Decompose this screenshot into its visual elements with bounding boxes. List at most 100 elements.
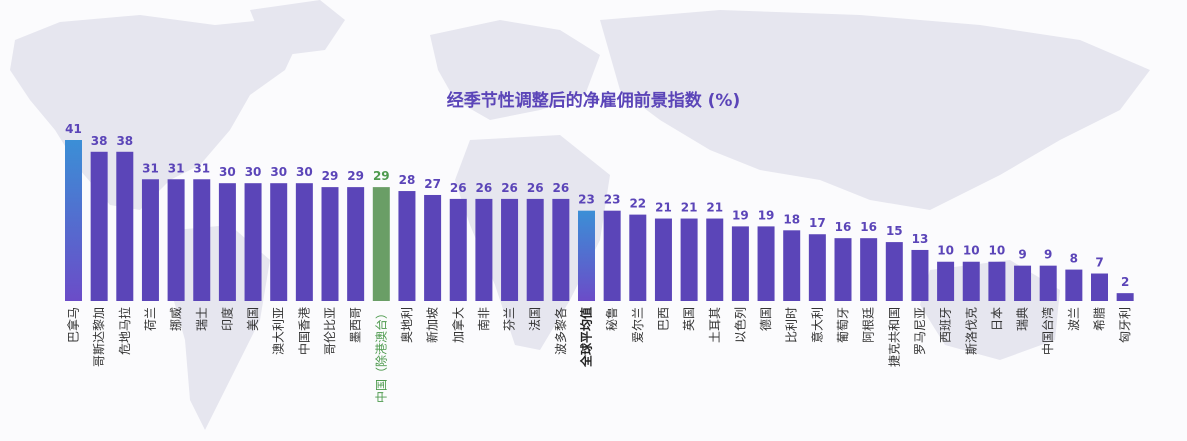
bar (962, 261, 980, 301)
bar-value-label: 31 (142, 161, 159, 175)
category-label: 波多黎各 (553, 307, 568, 355)
category-label: 匈牙利 (1118, 307, 1132, 343)
bar-value-label: 30 (270, 165, 287, 179)
bar-value-label: 30 (219, 165, 236, 179)
bar (1039, 265, 1057, 301)
bar (552, 198, 570, 301)
bar (424, 194, 442, 301)
category-label: 比利时 (785, 307, 799, 343)
bar (578, 210, 595, 301)
bar (603, 210, 621, 301)
bar-value-label: 29 (347, 169, 364, 183)
bar-value-label: 23 (578, 193, 595, 207)
bar-value-label: 38 (116, 134, 133, 148)
bar (654, 218, 672, 301)
bar-value-label: 27 (424, 177, 441, 191)
bar (1065, 269, 1083, 301)
category-label: 中国（除港澳台） (373, 307, 388, 403)
category-label: 澳大利亚 (272, 307, 286, 355)
bar (629, 214, 647, 301)
bar-value-label: 16 (860, 220, 877, 234)
bar (731, 226, 749, 301)
bar (398, 191, 416, 301)
bar-value-label: 29 (373, 169, 390, 183)
category-label: 土耳其 (708, 307, 722, 343)
bar-value-label: 21 (706, 201, 723, 215)
category-label: 瑞典 (1016, 307, 1030, 331)
bar-value-label: 41 (65, 122, 82, 136)
europe-shape (430, 20, 600, 120)
bar (885, 242, 903, 301)
bar (834, 238, 852, 301)
bar-value-label: 26 (476, 181, 493, 195)
bar-value-label: 28 (399, 173, 416, 187)
bar-value-label: 19 (758, 208, 775, 222)
category-label: 德国 (758, 307, 773, 331)
category-label: 葡萄牙 (836, 307, 850, 343)
bar-value-label: 10 (963, 244, 980, 258)
category-label: 新加坡 (425, 307, 440, 343)
bar-value-label: 26 (450, 181, 467, 195)
category-label: 爱尔兰 (630, 307, 645, 343)
bar (449, 198, 467, 301)
category-label: 捷克共和国 (887, 307, 901, 367)
bar (116, 151, 134, 301)
bar-value-label: 31 (168, 161, 185, 175)
category-label: 中国台湾 (1040, 307, 1055, 355)
bar-value-label: 21 (681, 201, 698, 215)
bar (937, 261, 955, 301)
chart-title: 经季节性调整后的净雇佣前景指数 (%) (446, 91, 741, 111)
bar-value-label: 9 (1044, 248, 1052, 262)
bar (321, 187, 339, 301)
category-label: 以色列 (733, 307, 747, 343)
bar (90, 151, 108, 301)
category-label: 美国 (246, 307, 260, 331)
bar-value-label: 31 (193, 161, 210, 175)
bar (347, 187, 365, 301)
bar (193, 179, 211, 301)
category-label: 中国香港 (296, 307, 311, 355)
bar-value-label: 38 (91, 134, 108, 148)
bar (680, 218, 698, 301)
bar (141, 179, 159, 301)
bar (988, 261, 1006, 301)
bar-value-label: 10 (937, 244, 954, 258)
category-label: 挪威 (169, 307, 183, 331)
bar-value-label: 8 (1070, 252, 1078, 266)
category-label: 哥斯达黎加 (92, 307, 106, 367)
category-label: 希腊 (1092, 307, 1107, 331)
category-label: 墨西哥 (349, 307, 363, 343)
bar (783, 230, 801, 301)
category-label: 巴拿马 (66, 307, 81, 343)
bar-value-label: 17 (809, 216, 826, 230)
bar-value-label: 9 (1018, 248, 1026, 262)
category-label: 波兰 (1067, 307, 1081, 331)
bar (475, 198, 493, 301)
bar (244, 183, 262, 301)
category-label: 危地马拉 (117, 307, 132, 355)
category-label: 哥伦比亚 (322, 307, 337, 355)
bar (757, 226, 775, 301)
bar-value-label: 2 (1121, 275, 1129, 289)
asia-shape (600, 10, 1150, 210)
bar-value-label: 26 (527, 181, 544, 195)
category-label: 南非 (476, 307, 491, 331)
bar-value-label: 19 (732, 208, 749, 222)
category-label: 日本 (990, 307, 1004, 331)
bar (501, 198, 519, 301)
category-label: 阿根廷 (862, 307, 876, 343)
bar-value-label: 18 (783, 212, 800, 226)
bar (526, 198, 544, 301)
bar-value-label: 30 (296, 165, 313, 179)
bar (1116, 293, 1134, 301)
category-label: 西班牙 (939, 307, 953, 343)
bar (295, 183, 313, 301)
bar (372, 187, 390, 301)
bar-value-label: 29 (322, 169, 339, 183)
bar (167, 179, 185, 301)
bar-value-label: 30 (245, 165, 262, 179)
greenland-shape (250, 0, 345, 55)
bar-value-label: 13 (912, 232, 929, 246)
bar-value-label: 10 (989, 244, 1006, 258)
category-label: 荷兰 (143, 307, 157, 331)
